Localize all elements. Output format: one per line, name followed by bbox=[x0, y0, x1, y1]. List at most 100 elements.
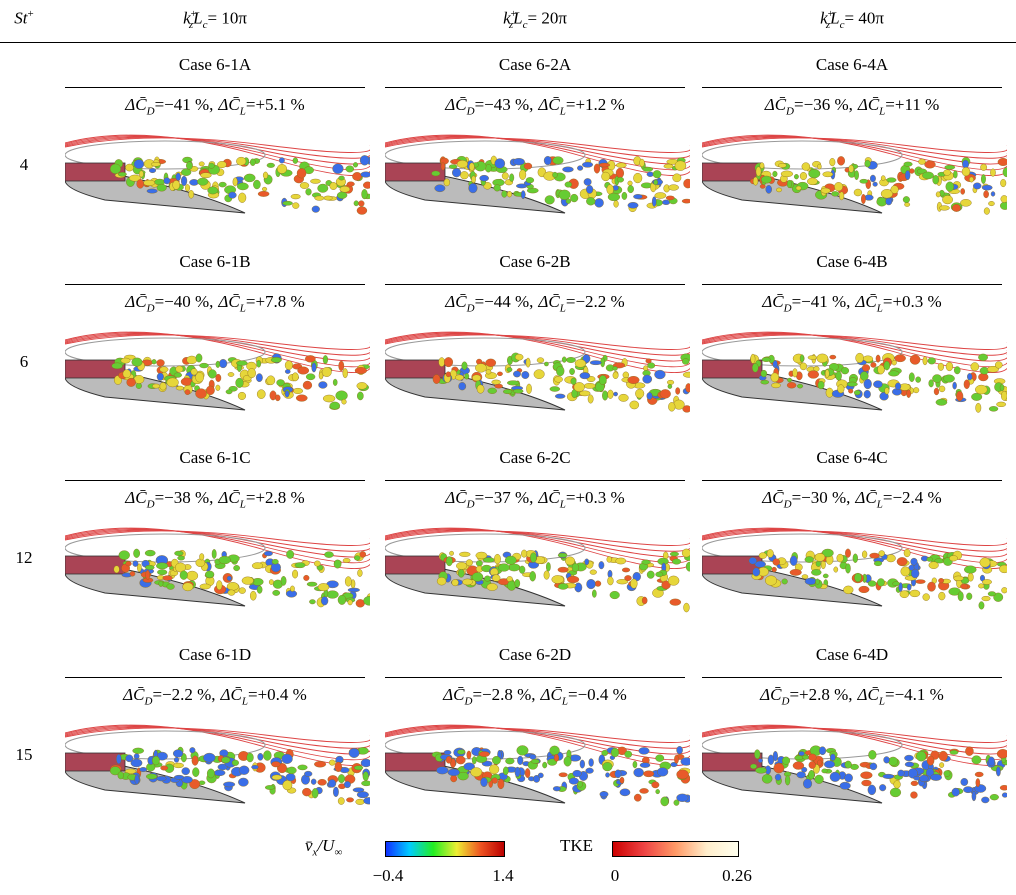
visual-part bbox=[682, 358, 690, 365]
visual-part bbox=[148, 168, 157, 174]
eq: = bbox=[154, 95, 165, 114]
visual-part bbox=[276, 164, 288, 174]
visual-part bbox=[438, 357, 446, 367]
visual-part bbox=[347, 587, 360, 593]
visual-part bbox=[530, 552, 537, 563]
coef-value: −43 % bbox=[484, 95, 530, 114]
visual-part bbox=[361, 780, 370, 787]
visual-part bbox=[137, 563, 142, 572]
colorbar-max: 1.4 bbox=[492, 866, 514, 885]
visual-part bbox=[524, 768, 531, 778]
visual-part bbox=[633, 172, 643, 184]
case-name: Case 6-2D bbox=[498, 645, 572, 664]
visual-part bbox=[667, 575, 680, 586]
visual-part bbox=[184, 389, 191, 395]
visual-part bbox=[189, 747, 196, 754]
visual-part bbox=[166, 377, 179, 388]
visual-part bbox=[614, 769, 622, 779]
colorbar bbox=[385, 841, 505, 857]
visual-part bbox=[475, 363, 487, 373]
visual-part bbox=[151, 359, 157, 365]
visual-part bbox=[987, 591, 997, 597]
visual-part bbox=[900, 566, 911, 577]
visual-part bbox=[1000, 179, 1007, 188]
visual-part bbox=[162, 575, 173, 581]
visual-part bbox=[922, 356, 928, 366]
coefficients: ΔC̄D=−43 %, ΔC̄L=+1.2 % bbox=[445, 95, 624, 117]
visual-part bbox=[861, 193, 866, 204]
visual-part bbox=[613, 200, 619, 208]
coef-value: −40 % bbox=[164, 292, 210, 311]
eq: = bbox=[245, 95, 256, 114]
visual-part bbox=[268, 579, 274, 585]
visual-part bbox=[782, 756, 791, 765]
visual-part bbox=[503, 389, 513, 395]
visual-part bbox=[831, 191, 840, 197]
visual-part bbox=[525, 177, 535, 184]
visual-part bbox=[226, 582, 239, 591]
coef-sub: L bbox=[561, 695, 568, 708]
visual-part bbox=[507, 380, 520, 386]
visual-part bbox=[385, 527, 690, 569]
visual-part bbox=[264, 785, 275, 790]
visual-part bbox=[583, 178, 592, 186]
visual-part bbox=[517, 755, 524, 765]
visual-part bbox=[458, 382, 467, 391]
visual-part bbox=[492, 755, 501, 765]
visual-part bbox=[353, 200, 359, 207]
coefficients: ΔC̄D=−2.8 %, ΔC̄L=−0.4 % bbox=[443, 685, 627, 707]
visual-part bbox=[792, 761, 805, 770]
visual-part bbox=[238, 777, 249, 787]
visual-part bbox=[292, 387, 303, 394]
delta-symbol: ΔC̄ bbox=[762, 488, 784, 507]
visual-part bbox=[888, 370, 900, 377]
visual-part bbox=[348, 748, 360, 758]
visual-part bbox=[284, 390, 290, 398]
visual-part bbox=[780, 170, 793, 178]
visual-part bbox=[235, 377, 244, 388]
visual-part bbox=[799, 172, 808, 181]
visual-part bbox=[146, 773, 158, 780]
visual-part bbox=[65, 337, 266, 367]
visual-part bbox=[884, 387, 890, 395]
visual-part bbox=[932, 175, 940, 185]
visual-part bbox=[653, 179, 658, 186]
visual-part bbox=[563, 756, 572, 767]
coefficients: ΔC̄D=−41 %, ΔC̄L=+5.1 % bbox=[125, 95, 304, 117]
visual-part bbox=[674, 754, 679, 764]
visual-part bbox=[771, 382, 781, 389]
coef-value: +0.4 % bbox=[257, 685, 307, 704]
sep: , bbox=[846, 488, 851, 507]
visual-part bbox=[702, 727, 1007, 749]
visual-part bbox=[342, 558, 351, 563]
visual-part bbox=[808, 761, 816, 769]
visual-part bbox=[501, 190, 508, 198]
visual-part bbox=[651, 196, 657, 207]
visual-part bbox=[65, 528, 370, 564]
visual-part bbox=[233, 565, 240, 572]
visual-part bbox=[310, 178, 321, 184]
visual-part bbox=[250, 590, 257, 601]
case-rule bbox=[385, 87, 685, 88]
visual-part bbox=[903, 161, 913, 167]
visual-part bbox=[313, 560, 321, 567]
sep: , bbox=[209, 95, 214, 114]
visual-part bbox=[601, 749, 609, 756]
visual-part bbox=[256, 389, 266, 399]
visual-part bbox=[845, 548, 851, 558]
visual-part bbox=[385, 136, 690, 165]
visual-part bbox=[461, 361, 468, 370]
visual-part bbox=[750, 353, 756, 364]
eq: = bbox=[474, 488, 485, 507]
visual-part bbox=[294, 562, 306, 569]
visual-part bbox=[326, 590, 339, 599]
visual-part bbox=[332, 378, 338, 386]
visual-part bbox=[974, 771, 984, 778]
sep: , bbox=[209, 292, 214, 311]
visual-part bbox=[512, 388, 524, 394]
visual-part bbox=[573, 382, 585, 392]
k: k bbox=[183, 8, 191, 28]
visual-part bbox=[465, 559, 473, 567]
visual-part bbox=[464, 373, 470, 380]
visual-part bbox=[491, 379, 501, 385]
